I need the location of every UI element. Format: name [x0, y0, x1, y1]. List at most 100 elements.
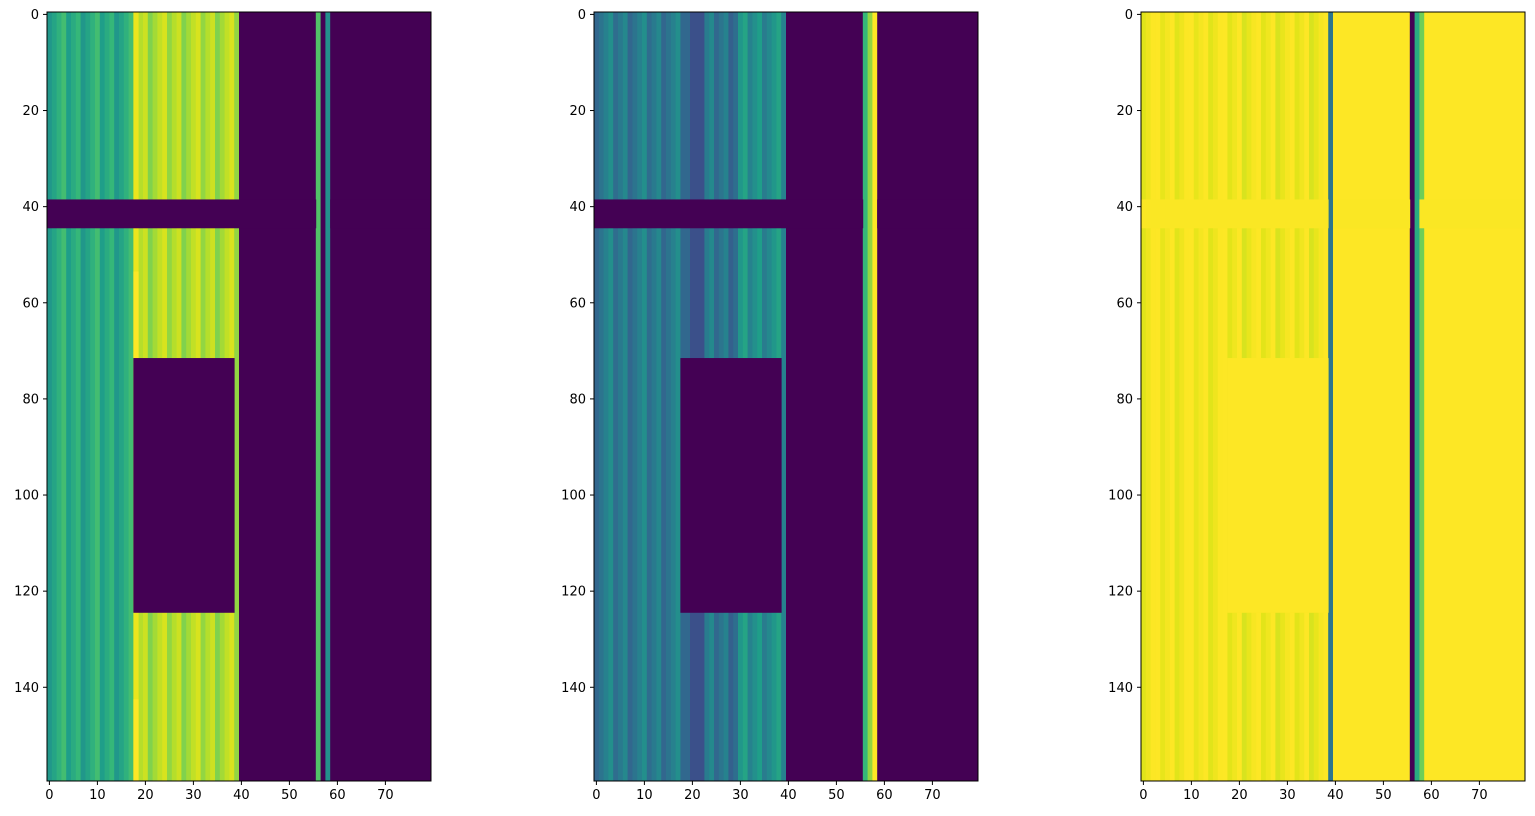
heatmap-panel-2: 0 10 20 30 40 50 60 70020406080100120140: [561, 8, 978, 803]
heatmap-block: [239, 12, 316, 781]
x-tick-label: 0: [1139, 788, 1147, 803]
x-tick-label: 50: [1375, 788, 1392, 803]
y-tick-label: 0: [1125, 8, 1133, 23]
x-tick-label: 30: [732, 788, 749, 803]
heatmap-cell-column: [1223, 12, 1228, 781]
y-tick-label: 80: [1116, 392, 1133, 407]
heatmap-cell-column: [234, 12, 239, 781]
heatmap-block: [1419, 199, 1525, 228]
heatmap-block: [1333, 199, 1410, 228]
y-tick-label: 0: [578, 8, 586, 23]
x-tick-label: 40: [233, 788, 250, 803]
x-tick-label: 10: [89, 788, 106, 803]
heatmap-cell-column: [628, 12, 633, 781]
y-tick-label: 20: [569, 104, 586, 119]
heatmap-cell-column: [1151, 12, 1156, 781]
heatmap-cell-column: [1208, 12, 1213, 781]
heatmap-cell-column: [71, 12, 76, 781]
heatmap-cell-column: [1155, 12, 1160, 781]
heatmap-cell-column: [109, 12, 114, 781]
heatmap-block: [321, 12, 326, 781]
heatmap-block: [786, 12, 863, 781]
heatmap-block: [877, 12, 978, 781]
heatmap-cell-column: [90, 12, 95, 781]
heatmap-cell-column: [129, 12, 134, 781]
y-tick-label: 60: [22, 296, 39, 311]
x-tick-label: 60: [876, 788, 893, 803]
heatmap-cell-column: [623, 12, 628, 781]
heatmap-cell-column: [1170, 12, 1175, 781]
x-tick-label: 60: [1423, 788, 1440, 803]
heatmap-block: [877, 199, 978, 228]
heatmap-block: [1227, 358, 1328, 613]
heatmap-cell-column: [618, 12, 623, 781]
heatmap-block: [330, 12, 431, 781]
heatmap-cell-column: [613, 12, 618, 781]
y-tick-label: 60: [569, 296, 586, 311]
x-tick-label: 70: [924, 788, 941, 803]
heatmap-cell-column: [666, 12, 671, 781]
y-tick-label: 140: [1108, 681, 1133, 696]
heatmap-cell-column: [1199, 12, 1204, 781]
x-tick-label: 20: [1231, 788, 1248, 803]
heatmap-cell-column: [100, 12, 105, 781]
heatmap-cell-column: [66, 12, 71, 781]
heatmap-cell-column: [594, 12, 599, 781]
x-tick-label: 50: [281, 788, 298, 803]
y-tick-label: 40: [22, 200, 39, 215]
heatmap-cell-column: [1141, 12, 1146, 781]
x-tick-label: 10: [1183, 788, 1200, 803]
x-tick-label: 70: [1471, 788, 1488, 803]
heatmap-block: [1328, 12, 1333, 781]
heatmap-block: [133, 358, 234, 613]
heatmap-cell-column: [1218, 12, 1223, 781]
y-tick-label: 80: [569, 392, 586, 407]
heatmap-cell-column: [76, 12, 81, 781]
heatmap-cell-column: [637, 12, 642, 781]
heatmap-block: [1410, 12, 1415, 781]
y-tick-label: 100: [1108, 489, 1133, 504]
y-tick-label: 120: [14, 585, 39, 600]
heatmap-cell-column: [47, 12, 52, 781]
heatmap-cell-column: [1184, 12, 1189, 781]
x-tick-label: 30: [185, 788, 202, 803]
heatmap-panel-3: 0 10 20 30 40 50 60 70 0 20 40 60 80 100 120 140: [1108, 8, 1525, 803]
y-tick-label: 40: [569, 200, 586, 215]
heatmap-cell-column: [1213, 12, 1218, 781]
heatmap-cell-column: [1165, 12, 1170, 781]
y-tick-label: 80: [22, 392, 39, 407]
heatmap-cell-column: [1203, 12, 1208, 781]
y-tick-label: 140: [14, 681, 39, 696]
heatmap-cell-column: [85, 12, 90, 781]
heatmap-block: [133, 272, 138, 359]
y-tick-label: 120: [1108, 585, 1133, 600]
heatmap-block: [330, 199, 431, 228]
heatmap-cell-column: [676, 12, 681, 781]
heatmap-cell-column: [57, 12, 62, 781]
y-tick-label: 40: [1116, 200, 1133, 215]
heatmap-block: [594, 199, 863, 228]
heatmap-cell-column: [1146, 12, 1151, 781]
heatmap-block: [316, 12, 321, 781]
heatmap-cell-column: [1160, 12, 1165, 781]
x-tick-label: 70: [377, 788, 394, 803]
heatmap-block: [863, 12, 868, 781]
x-tick-label: 30: [1279, 788, 1296, 803]
y-tick-label: 60: [1116, 296, 1133, 311]
heatmap-cell-column: [81, 12, 86, 781]
heatmap-cell-column: [124, 12, 129, 781]
y-tick-label: 140: [561, 681, 586, 696]
heatmap-block: [872, 12, 877, 781]
heatmap-block: [47, 199, 316, 228]
heatmap-cell-column: [1175, 12, 1180, 781]
x-tick-label: 10: [636, 788, 653, 803]
x-tick-label: 40: [1327, 788, 1344, 803]
x-tick-label: 50: [828, 788, 845, 803]
heatmap-block: [1424, 12, 1525, 781]
heatmap-block: [680, 358, 781, 613]
y-tick-label: 20: [22, 104, 39, 119]
x-tick-label: 20: [137, 788, 154, 803]
heatmap-cell-column: [105, 12, 110, 781]
heatmap-block: [325, 12, 330, 781]
